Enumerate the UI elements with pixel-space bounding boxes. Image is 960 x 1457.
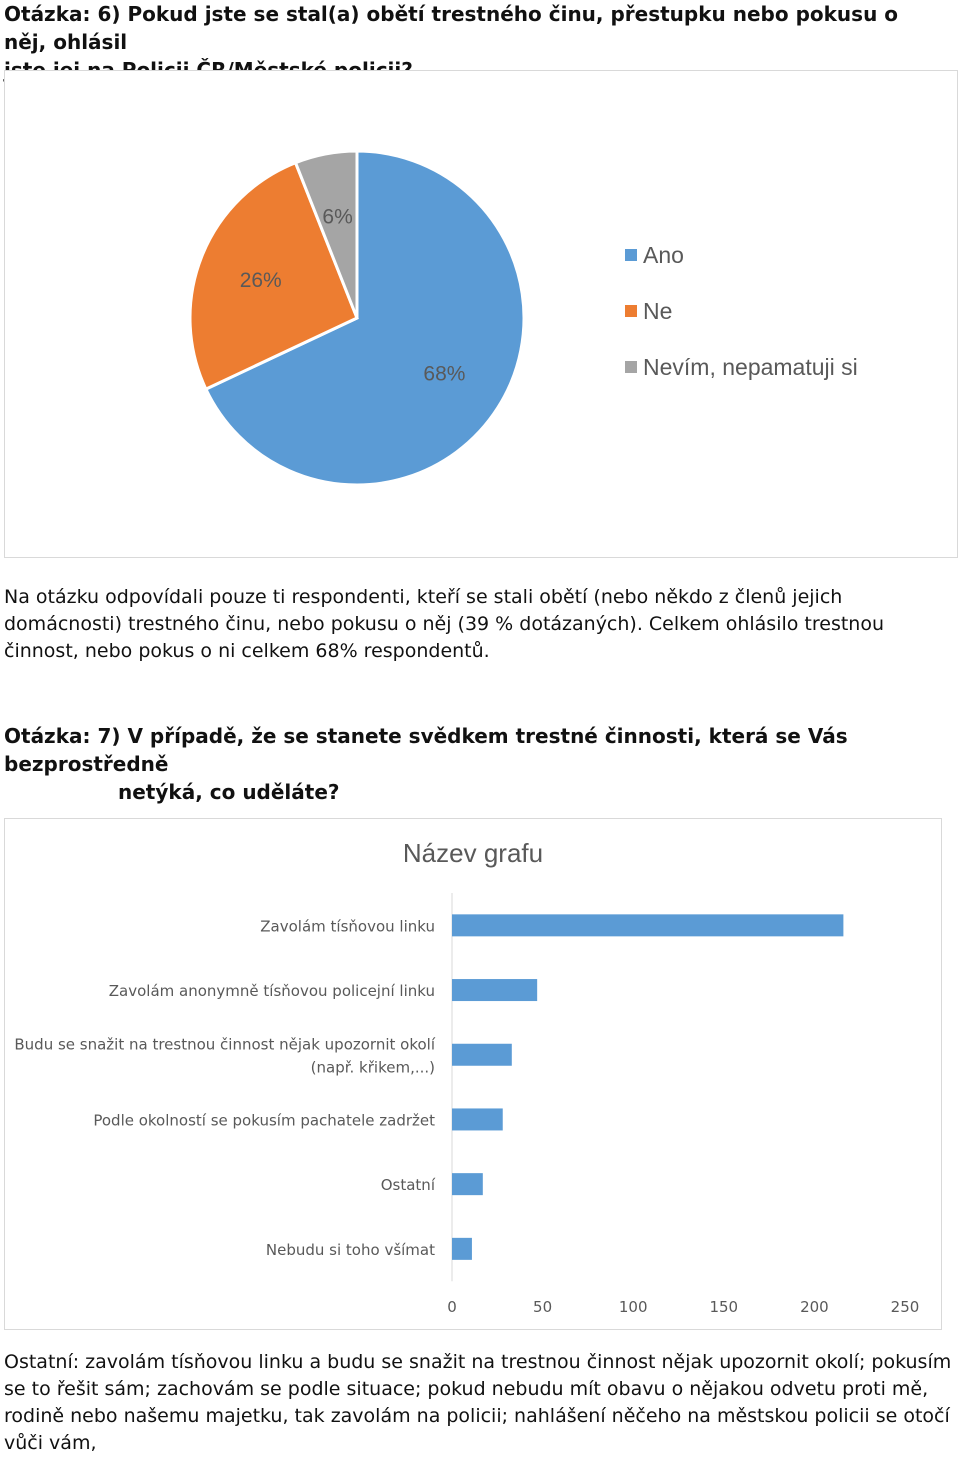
- x-tick-label-3: 150: [709, 1298, 738, 1316]
- x-tick-label-5: 250: [891, 1298, 920, 1316]
- pie-slice-0: [203, 149, 526, 487]
- bar-chart-frame: Název grafu Zavolám tísňovou linku Zavolám…: [4, 818, 942, 1330]
- bar-0: [452, 914, 844, 937]
- question-7-title: Otázka: 7) V případě, že se stanete svěd…: [4, 722, 944, 806]
- question-7-title-line2: netýká, co uděláte?: [118, 780, 340, 804]
- legend-entry-1: Ne: [643, 298, 672, 324]
- bar-chart: Název grafu Zavolám tísňovou linku Zavolám…: [14, 838, 920, 1316]
- pie-data-label-2: 6%: [322, 205, 352, 228]
- x-tick-label-0: 0: [447, 1298, 457, 1316]
- category-label-1: Zavolám anonymně tísňovou policejní link…: [109, 982, 435, 1000]
- legend-swatch-0: [625, 249, 637, 261]
- legend-entry-2: Nevím, nepamatuji si: [643, 354, 858, 380]
- bar-4: [452, 1173, 483, 1196]
- x-tick-label-2: 100: [619, 1298, 648, 1316]
- bar-2: [452, 1043, 512, 1066]
- question-7-title-line1: Otázka: 7) V případě, že se stanete svěd…: [4, 724, 848, 776]
- pie-chart-frame: 68% 26% 6% Ano Ne Nevím, nepamatuji si: [4, 70, 958, 558]
- category-label-0: Zavolám tísňovou linku: [260, 917, 435, 935]
- question-6-title-line1: Otázka: 6) Pokud jste se stal(a) obětí t…: [4, 2, 899, 54]
- legend-swatch-2: [625, 361, 637, 373]
- bar-chart-title: Název grafu: [403, 838, 543, 868]
- legend-swatch-1: [625, 305, 637, 317]
- pie-slice-1: [188, 160, 359, 392]
- bar-3: [452, 1108, 503, 1131]
- x-tick-label-1: 50: [533, 1298, 552, 1316]
- pie-chart: 68% 26% 6% Ano Ne Nevím, nepamatuji si: [188, 149, 858, 487]
- bar-1: [452, 979, 538, 1002]
- bar-5: [452, 1237, 472, 1260]
- category-label-4: Ostatní: [381, 1176, 436, 1194]
- category-label-2-line0: Budu se snažit na trestnou činnost nějak…: [14, 1035, 435, 1053]
- pie-slice-2: [293, 149, 359, 319]
- question-7-note: Ostatní: zavolám tísňovou linku a budu s…: [4, 1351, 952, 1454]
- pie-data-label-0: 68%: [423, 362, 465, 385]
- category-label-5: Nebudu si toho všímat: [266, 1241, 435, 1259]
- legend-entry-0: Ano: [643, 242, 684, 268]
- x-tick-label-4: 200: [800, 1298, 829, 1316]
- question-6-note: Na otázku odpovídali pouze ti respondent…: [4, 586, 885, 662]
- pie-data-label-1: 26%: [240, 269, 282, 292]
- category-label-3: Podle okolností se pokusím pachatele zad…: [93, 1111, 435, 1129]
- category-label-2-line1: (např. křikem,...): [311, 1058, 435, 1076]
